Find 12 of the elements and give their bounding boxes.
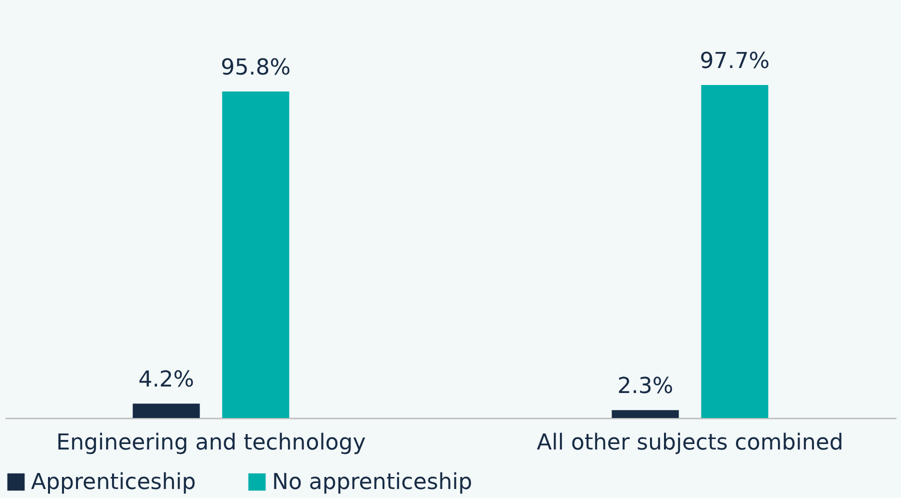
data-label: 97.7% <box>700 49 770 74</box>
x-tick-label: Engineering and technology <box>56 430 366 456</box>
data-label: 4.2% <box>138 368 194 393</box>
bar <box>612 410 679 418</box>
x-tick-label: All other subjects combined <box>536 430 844 456</box>
data-label: 2.3% <box>617 374 674 400</box>
bar <box>701 85 768 418</box>
bar <box>222 91 290 418</box>
data-label: 95.8% <box>220 55 291 80</box>
legend-label: Apprenticeship <box>31 470 196 495</box>
legend-label: No apprenticeship <box>272 470 472 495</box>
bar <box>132 404 200 418</box>
